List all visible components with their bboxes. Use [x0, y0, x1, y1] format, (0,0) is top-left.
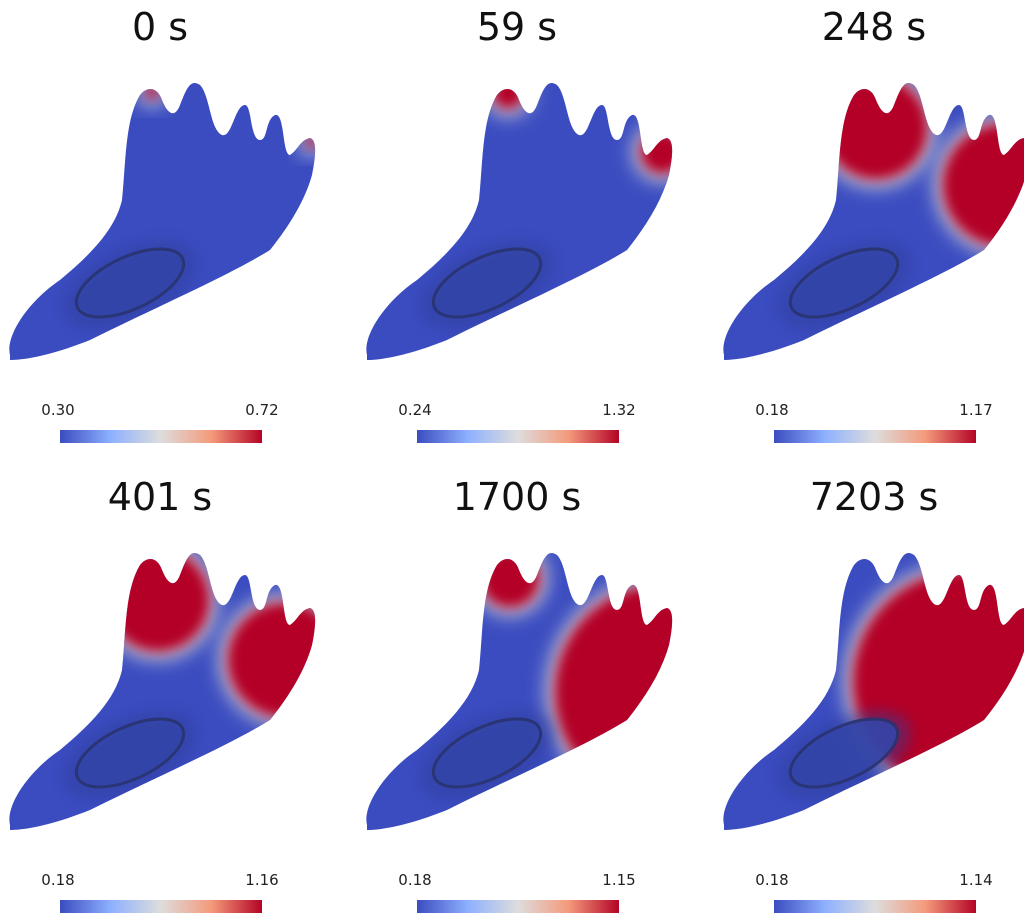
colorbar-min: 0.18 — [755, 871, 788, 889]
hot-region — [492, 82, 524, 109]
colorbar-max: 1.17 — [959, 401, 992, 419]
simulation-field — [366, 82, 673, 360]
simulation-field — [366, 552, 673, 830]
hot-region — [480, 552, 540, 608]
colorbar — [774, 900, 976, 913]
colorbar — [774, 430, 976, 443]
panel-title: 1700 s — [453, 475, 582, 519]
panel: 7203 s 0.18 1.14 — [723, 475, 1024, 913]
panel-title: 59 s — [477, 5, 557, 49]
colorbar-min: 0.30 — [41, 401, 74, 419]
colorbar-min: 0.18 — [755, 401, 788, 419]
hot-region — [145, 85, 159, 99]
inner-ellipse — [431, 247, 543, 319]
field-background — [9, 82, 316, 360]
colorbar-max: 1.14 — [959, 871, 992, 889]
panel: 59 s 0.24 1.32 — [366, 5, 673, 443]
inner-ellipse — [788, 247, 900, 319]
colorbar-min: 0.18 — [398, 871, 431, 889]
panel: 0 s 0.30 0.72 — [9, 5, 316, 443]
colorbar-max: 1.32 — [602, 401, 635, 419]
hot-region — [554, 584, 673, 800]
simulation-field — [9, 552, 316, 830]
simulation-field — [9, 82, 316, 360]
hot-region — [942, 123, 1024, 247]
panel-title: 401 s — [108, 475, 212, 519]
simulation-field — [723, 552, 1024, 830]
colorbar-min: 0.24 — [398, 401, 431, 419]
inner-ellipse — [74, 247, 186, 319]
panel-title: 248 s — [822, 5, 926, 49]
colorbar — [417, 430, 619, 443]
colorbar-min: 0.18 — [41, 871, 74, 889]
panel: 1700 s 0.18 1.15 — [366, 475, 673, 913]
panel: 401 s 0.18 1.16 — [9, 475, 316, 913]
hot-region — [824, 82, 928, 180]
simulation-field — [723, 82, 1024, 360]
inner-ellipse — [74, 717, 186, 789]
colorbar — [417, 900, 619, 913]
inner-ellipse — [431, 717, 543, 789]
panel-title: 7203 s — [810, 475, 939, 519]
colorbar-max: 1.16 — [245, 871, 278, 889]
colorbar-max: 0.72 — [245, 401, 278, 419]
colorbar-max: 1.15 — [602, 871, 635, 889]
hot-region — [306, 136, 316, 148]
hot-region — [640, 130, 673, 174]
colorbar — [60, 900, 262, 913]
panel-title: 0 s — [132, 5, 188, 49]
hot-region — [227, 602, 316, 718]
panel: 248 s 0.18 1.17 — [723, 5, 1024, 443]
hot-region — [106, 552, 210, 652]
inner-ellipse — [788, 717, 900, 789]
colorbar — [60, 430, 262, 443]
